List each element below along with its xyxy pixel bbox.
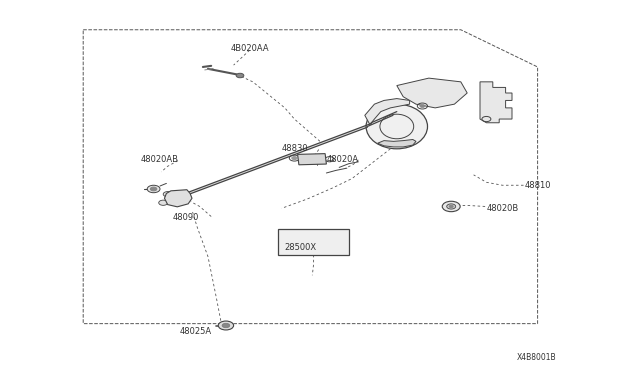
Circle shape — [442, 201, 460, 212]
Polygon shape — [397, 78, 467, 108]
Circle shape — [292, 157, 297, 160]
Bar — [278, 229, 349, 255]
Circle shape — [163, 192, 172, 197]
Circle shape — [172, 195, 185, 202]
Text: 48810: 48810 — [525, 182, 551, 190]
Text: 48025A: 48025A — [179, 327, 211, 336]
Circle shape — [150, 187, 157, 191]
Circle shape — [218, 321, 234, 330]
Circle shape — [176, 197, 181, 200]
Circle shape — [420, 105, 425, 108]
Text: X4B8001B: X4B8001B — [517, 353, 557, 362]
Text: 48020AB: 48020AB — [141, 155, 179, 164]
Text: 48020A: 48020A — [326, 155, 358, 164]
Text: 48830: 48830 — [282, 144, 308, 153]
Circle shape — [147, 185, 160, 193]
Polygon shape — [176, 124, 371, 199]
Text: 48090: 48090 — [173, 213, 199, 222]
Text: 28500X: 28500X — [285, 243, 317, 252]
Polygon shape — [298, 154, 326, 165]
Text: 48020B: 48020B — [486, 204, 518, 213]
Circle shape — [222, 323, 230, 328]
Circle shape — [449, 205, 453, 208]
Ellipse shape — [366, 104, 428, 149]
Circle shape — [236, 73, 244, 78]
Polygon shape — [365, 99, 410, 125]
Polygon shape — [164, 190, 192, 207]
Text: 4B020AA: 4B020AA — [230, 44, 269, 53]
Circle shape — [159, 200, 168, 205]
Circle shape — [447, 204, 456, 209]
Polygon shape — [378, 140, 416, 147]
Polygon shape — [480, 82, 512, 123]
